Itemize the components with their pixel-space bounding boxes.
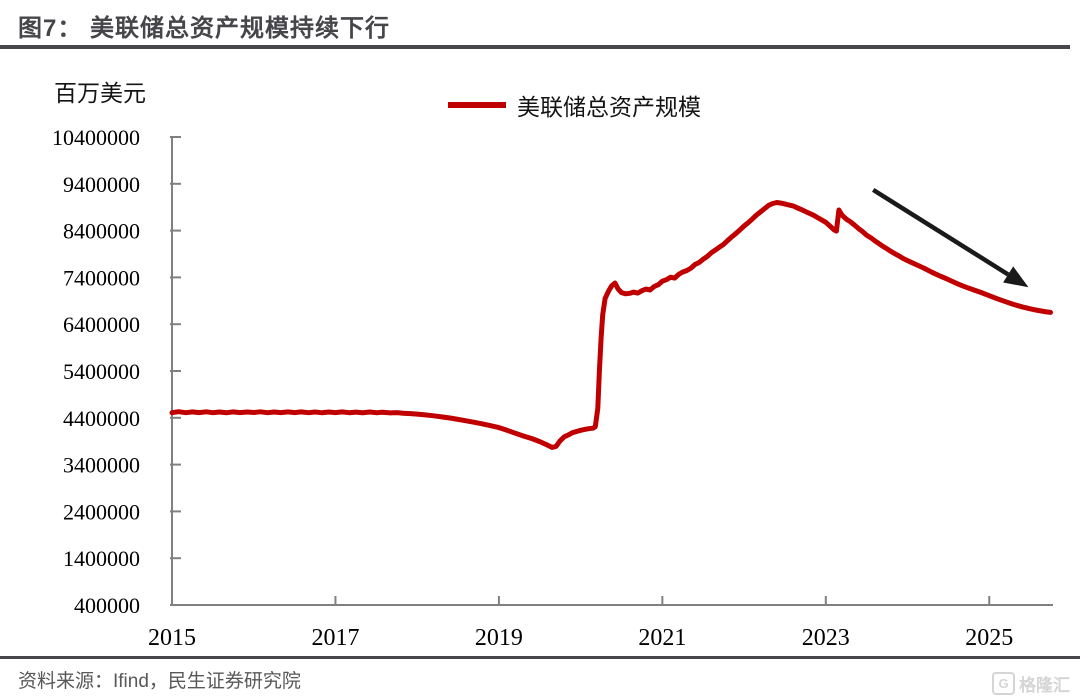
x-tick-label: 2023 <box>802 625 850 651</box>
gelonghui-logo-icon: G <box>992 672 1015 695</box>
y-tick-label: 10400000 <box>52 125 140 150</box>
x-tick-label: 2021 <box>638 625 686 651</box>
x-tick-label: 2017 <box>311 625 359 651</box>
gelonghui-watermark: G 格隆汇 <box>992 671 1070 696</box>
figure-title: 图7： 美联储总资产规模持续下行 <box>18 15 391 42</box>
y-unit-label: 百万美元 <box>54 81 146 106</box>
source-divider <box>0 656 1080 659</box>
y-tick-label: 8400000 <box>63 219 140 244</box>
legend-line-swatch <box>448 102 506 108</box>
trend-arrow-head <box>1003 266 1029 288</box>
title-underline <box>0 45 1070 49</box>
y-tick-label: 7400000 <box>63 265 140 290</box>
y-tick-label: 5400000 <box>63 359 140 384</box>
y-tick-label: 3400000 <box>63 453 140 478</box>
trend-arrow-shaft <box>872 187 1010 277</box>
y-tick-label: 6400000 <box>63 312 140 337</box>
line-chart: 400000 1400000 2400000 3400000 4400000 540000… <box>52 125 1053 651</box>
y-tick-label: 400000 <box>74 593 140 618</box>
source-text: 资料来源：Ifind，民生证券研究院 <box>18 671 301 692</box>
y-tick-label: 1400000 <box>63 546 140 571</box>
gelonghui-logo-text: 格隆汇 <box>1019 676 1070 695</box>
x-tick-label: 2025 <box>965 625 1013 651</box>
y-tick-label: 2400000 <box>63 499 140 524</box>
y-tick-label: 4400000 <box>63 406 140 431</box>
x-tick-label: 2019 <box>475 625 523 651</box>
legend-series-label: 美联储总资产规模 <box>517 95 701 120</box>
x-tick-label: 2015 <box>148 625 196 651</box>
chart-legend: 美联储总资产规模 <box>448 88 701 122</box>
y-tick-label: 9400000 <box>63 172 140 197</box>
series-line <box>169 200 1053 450</box>
